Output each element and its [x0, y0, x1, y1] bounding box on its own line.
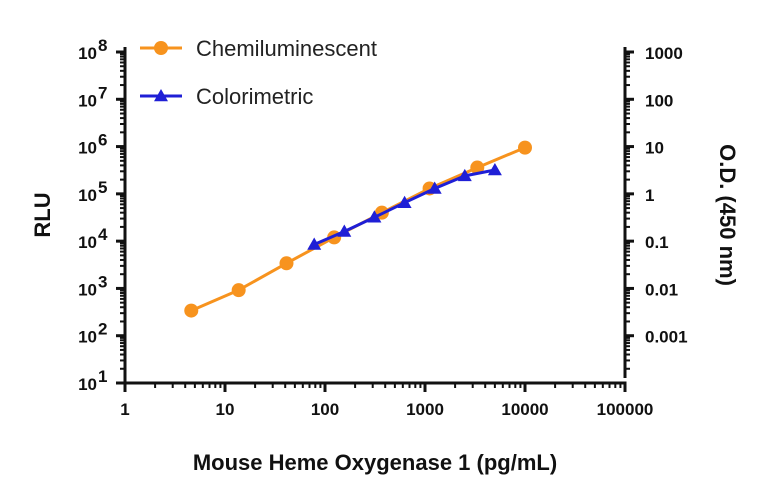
legend-label: Chemiluminescent	[196, 36, 377, 61]
x-tick-label: 10000	[501, 400, 548, 419]
data-point-chemiluminescent	[279, 256, 294, 271]
y-right-tick-label: 0.01	[645, 280, 678, 299]
y-left-tick-exponent: 5	[98, 178, 107, 197]
y-left-tick-label: 10	[78, 328, 97, 347]
y-right-tick-label: 10	[645, 139, 664, 158]
data-point-colorimetric	[487, 162, 502, 176]
x-tick-label: 100000	[597, 400, 654, 419]
legend: Chemiluminescent Colorimetric	[140, 36, 377, 109]
data-point-chemiluminescent	[184, 303, 199, 318]
y-left-tick-label: 10	[78, 375, 97, 394]
data-point-chemiluminescent	[231, 283, 246, 298]
x-axis-title: Mouse Heme Oxygenase 1 (pg/mL)	[193, 450, 557, 475]
data-point-colorimetric	[457, 168, 472, 182]
y-left-tick-exponent: 6	[98, 131, 107, 150]
data-point-colorimetric	[397, 195, 412, 208]
y-left-tick-exponent: 8	[98, 36, 107, 55]
y-left-tick-exponent: 7	[98, 83, 107, 102]
legend-marker-triangle	[154, 89, 168, 102]
y-left-tick-label: 10	[78, 186, 97, 205]
y-left-tick-label: 10	[78, 91, 97, 110]
data-point-chemiluminescent	[470, 160, 485, 175]
x-tick-label: 1000	[406, 400, 444, 419]
x-tick-label: 1	[120, 400, 129, 419]
y-left-tick-exponent: 3	[98, 272, 107, 291]
data-point-colorimetric	[367, 210, 382, 223]
x-tick-label: 100	[311, 400, 339, 419]
series-layer	[184, 140, 532, 318]
y-right-axis-title: O.D. (450 nm)	[715, 144, 740, 286]
y-right-tick-label: 1000	[645, 44, 683, 63]
y-left-axis-title: RLU	[30, 192, 55, 237]
y-right-tick-label: 100	[645, 91, 673, 110]
y-right-tick-label: 1	[645, 186, 654, 205]
y-left-tick-label: 10	[78, 139, 97, 158]
axes	[116, 47, 634, 392]
y-left-tick-label: 10	[78, 280, 97, 299]
y-left-tick-exponent: 2	[98, 320, 107, 339]
y-left-tick-label: 10	[78, 44, 97, 63]
legend-marker-circle	[154, 41, 168, 55]
y-left-tick-exponent: 4	[98, 225, 108, 244]
x-tick-label: 10	[216, 400, 235, 419]
data-point-colorimetric	[427, 181, 442, 194]
y-right-tick-label: 0.1	[645, 233, 669, 252]
legend-label: Colorimetric	[196, 84, 313, 109]
data-point-colorimetric	[307, 237, 322, 250]
y-left-tick-exponent: 1	[98, 367, 107, 386]
y-right-tick-label: 0.001	[645, 328, 688, 347]
data-point-chemiluminescent	[518, 140, 532, 155]
y-left-tick-label: 10	[78, 233, 97, 252]
data-point-colorimetric	[337, 224, 352, 237]
